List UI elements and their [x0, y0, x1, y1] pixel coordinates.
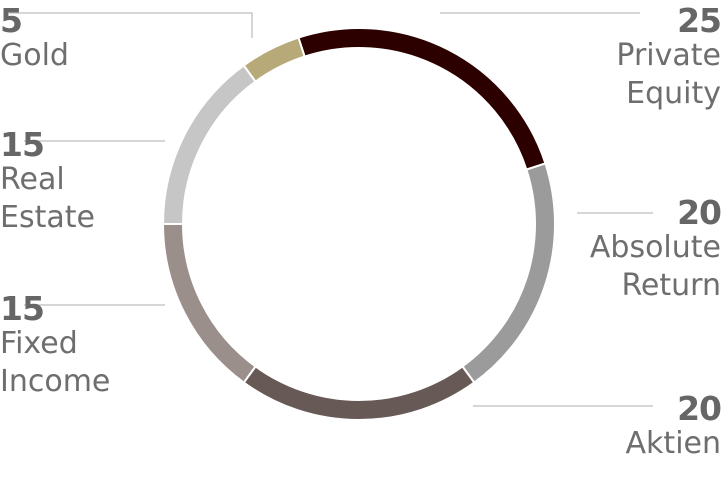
category-label-real-estate-line1: Real [0, 162, 65, 197]
label-gold: 5 Gold [0, 4, 69, 75]
category-label-real-estate-line2: Estate [0, 200, 95, 235]
category-label-absolute-return-line2: Return [621, 268, 721, 303]
value-label-aktien: 20 [677, 389, 722, 428]
category-label-private-equity-line1: Private [616, 38, 721, 73]
slice-real-estate [161, 64, 257, 225]
label-fixed-income: 15 Fixed Income [0, 292, 110, 401]
category-label-private-equity-line2: Equity [626, 76, 721, 111]
slice-private-equity [297, 27, 547, 171]
label-aktien: 20 Aktien [625, 389, 722, 463]
leader-lines [9, 12, 653, 407]
category-label-fixed-income-line2: Income [0, 364, 111, 399]
donut-slices [161, 27, 556, 421]
value-label-real-estate: 15 [0, 125, 45, 164]
value-label-private-equity: 25 [677, 1, 722, 40]
slice-aktien [242, 364, 476, 421]
slice-fixed-income [161, 223, 257, 384]
label-absolute-return: 20 Absolute Return [589, 193, 722, 305]
slice-absolute-return [461, 162, 556, 384]
label-private-equity: 25 Private Equity [616, 1, 722, 113]
category-label-fixed-income-line1: Fixed [0, 326, 78, 361]
category-label-aktien: Aktien [625, 426, 721, 461]
value-label-fixed-income: 15 [0, 289, 45, 328]
label-real-estate: 15 Real Estate [0, 128, 95, 237]
slice-gold [242, 36, 306, 84]
category-label-absolute-return-line1: Absolute [589, 230, 721, 265]
category-label-gold: Gold [0, 38, 69, 73]
leader-line-gold [9, 12, 253, 38]
value-label-absolute-return: 20 [677, 193, 722, 232]
value-label-gold: 5 [0, 1, 23, 40]
